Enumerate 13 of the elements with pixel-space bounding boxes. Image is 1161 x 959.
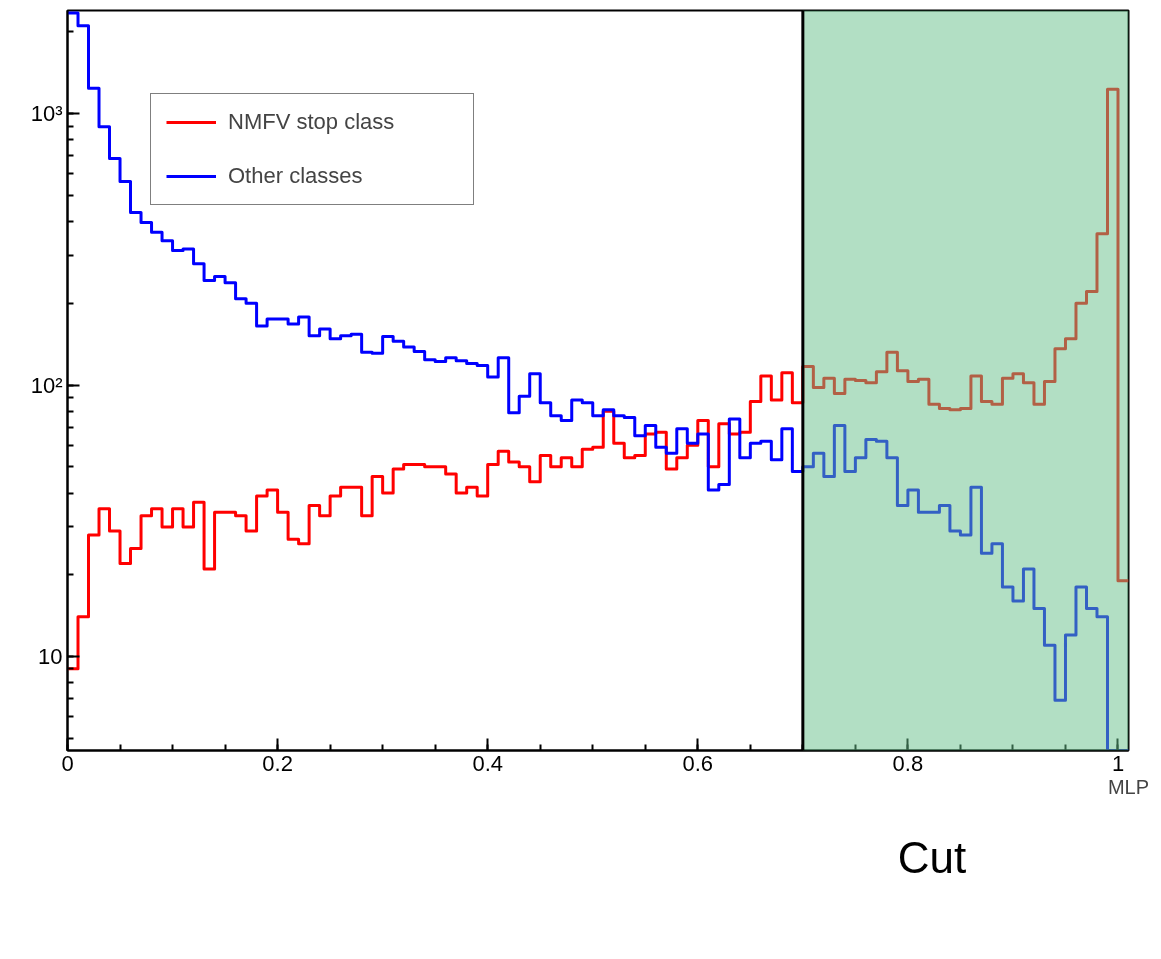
x-tick-label: 0.4: [472, 750, 503, 776]
x-axis-title: MLP: [1107, 775, 1150, 798]
x-tick-label: 0.2: [262, 750, 293, 776]
y-tick-label: 10³: [30, 101, 63, 127]
x-tick-label: 0.6: [682, 750, 714, 776]
x-tick-label: 0: [61, 750, 74, 776]
ref-line-label: Cut: [897, 832, 967, 882]
y-tick-label: 10²: [30, 372, 63, 398]
y-tick-label: 10: [38, 643, 63, 669]
legend-label: Other classes: [228, 163, 364, 189]
x-tick-label: 0.8: [892, 750, 924, 776]
legend-label: NMFV stop class: [228, 109, 396, 135]
x-tick-label: 1: [1111, 750, 1125, 776]
